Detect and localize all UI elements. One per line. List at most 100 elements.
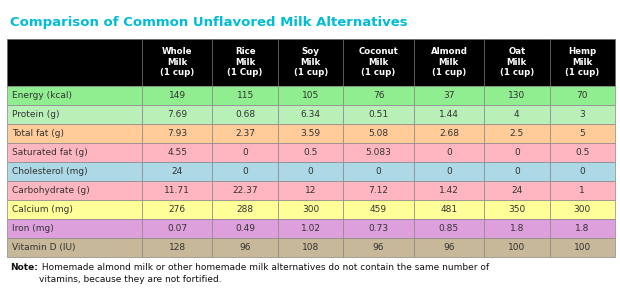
Bar (278, 162, 343, 181)
Text: Coconut
Milk
(1 cup): Coconut Milk (1 cup) (358, 47, 399, 77)
Bar (414, 105, 484, 124)
Text: 130: 130 (508, 91, 526, 99)
Bar (7, 86, 142, 105)
Text: 0.51: 0.51 (368, 110, 389, 119)
Text: Energy (kcal): Energy (kcal) (12, 91, 73, 99)
Bar (549, 162, 615, 181)
Bar (7, 124, 142, 143)
Text: Vitamin D (IU): Vitamin D (IU) (12, 243, 76, 252)
Text: 1.8: 1.8 (575, 224, 590, 233)
Bar (343, 105, 414, 124)
Bar (7, 143, 142, 162)
Bar (484, 86, 549, 105)
Text: Oat
Milk
(1 cup): Oat Milk (1 cup) (500, 47, 534, 77)
Bar (213, 38, 278, 86)
Bar (213, 238, 278, 257)
Text: 0: 0 (446, 167, 452, 176)
Bar (142, 238, 213, 257)
Text: 96: 96 (373, 243, 384, 252)
Text: Iron (mg): Iron (mg) (12, 224, 54, 233)
Bar (484, 219, 549, 238)
Bar (278, 219, 343, 238)
Text: Comparison of Common Unflavored Milk Alternatives: Comparison of Common Unflavored Milk Alt… (11, 16, 408, 29)
Text: 0: 0 (242, 167, 248, 176)
Text: 0.07: 0.07 (167, 224, 187, 233)
Text: 22.37: 22.37 (232, 186, 258, 195)
Bar (7, 38, 142, 86)
Text: 0: 0 (580, 167, 585, 176)
Bar (142, 181, 213, 200)
Text: 4.55: 4.55 (167, 148, 187, 157)
Bar (343, 86, 414, 105)
Bar (278, 181, 343, 200)
Text: 100: 100 (574, 243, 591, 252)
Text: 0: 0 (308, 167, 314, 176)
Bar (7, 200, 142, 219)
Text: 108: 108 (302, 243, 319, 252)
Bar (484, 238, 549, 257)
Text: 0.68: 0.68 (235, 110, 255, 119)
Text: Homemade almond milk or other homemade milk alternatives do not contain the same: Homemade almond milk or other homemade m… (39, 263, 489, 284)
Text: 1.8: 1.8 (510, 224, 524, 233)
Bar (414, 219, 484, 238)
Text: 276: 276 (169, 205, 186, 214)
Bar (142, 143, 213, 162)
Text: 7.93: 7.93 (167, 129, 187, 138)
Text: 0: 0 (242, 148, 248, 157)
Bar (414, 238, 484, 257)
Bar (549, 105, 615, 124)
Bar (549, 38, 615, 86)
Bar (7, 105, 142, 124)
Text: 2.5: 2.5 (510, 129, 524, 138)
Text: 24: 24 (172, 167, 183, 176)
Text: 350: 350 (508, 205, 526, 214)
Text: Total fat (g): Total fat (g) (12, 129, 64, 138)
Text: 7.69: 7.69 (167, 110, 187, 119)
Bar (343, 143, 414, 162)
Text: 37: 37 (443, 91, 454, 99)
Text: Soy
Milk
(1 cup): Soy Milk (1 cup) (293, 47, 328, 77)
Bar (484, 105, 549, 124)
Bar (7, 162, 142, 181)
Bar (278, 38, 343, 86)
Bar (549, 86, 615, 105)
Text: 96: 96 (239, 243, 251, 252)
Text: Whole
Milk
(1 cup): Whole Milk (1 cup) (160, 47, 194, 77)
Bar (343, 162, 414, 181)
Text: Cholesterol (mg): Cholesterol (mg) (12, 167, 88, 176)
Text: 128: 128 (169, 243, 186, 252)
Bar (213, 219, 278, 238)
Bar (414, 200, 484, 219)
Bar (213, 162, 278, 181)
Text: 1.02: 1.02 (301, 224, 321, 233)
Bar (213, 143, 278, 162)
Text: 5: 5 (580, 129, 585, 138)
Text: 100: 100 (508, 243, 526, 252)
Bar (343, 219, 414, 238)
Bar (484, 143, 549, 162)
Bar (414, 181, 484, 200)
Bar (484, 38, 549, 86)
Bar (343, 124, 414, 143)
Bar (278, 238, 343, 257)
Text: 2.37: 2.37 (235, 129, 255, 138)
Bar (549, 200, 615, 219)
Bar (343, 181, 414, 200)
Text: 0.5: 0.5 (303, 148, 318, 157)
Bar (278, 124, 343, 143)
Text: 149: 149 (169, 91, 186, 99)
Bar (278, 143, 343, 162)
Bar (213, 124, 278, 143)
Text: 115: 115 (237, 91, 254, 99)
Text: Calcium (mg): Calcium (mg) (12, 205, 73, 214)
Bar (414, 162, 484, 181)
Bar (142, 86, 213, 105)
Text: 0: 0 (514, 167, 520, 176)
Bar (142, 124, 213, 143)
Bar (414, 38, 484, 86)
Text: Note:: Note: (11, 263, 38, 272)
Text: 5.083: 5.083 (366, 148, 391, 157)
Text: 0.73: 0.73 (368, 224, 389, 233)
Bar (414, 124, 484, 143)
Bar (549, 238, 615, 257)
